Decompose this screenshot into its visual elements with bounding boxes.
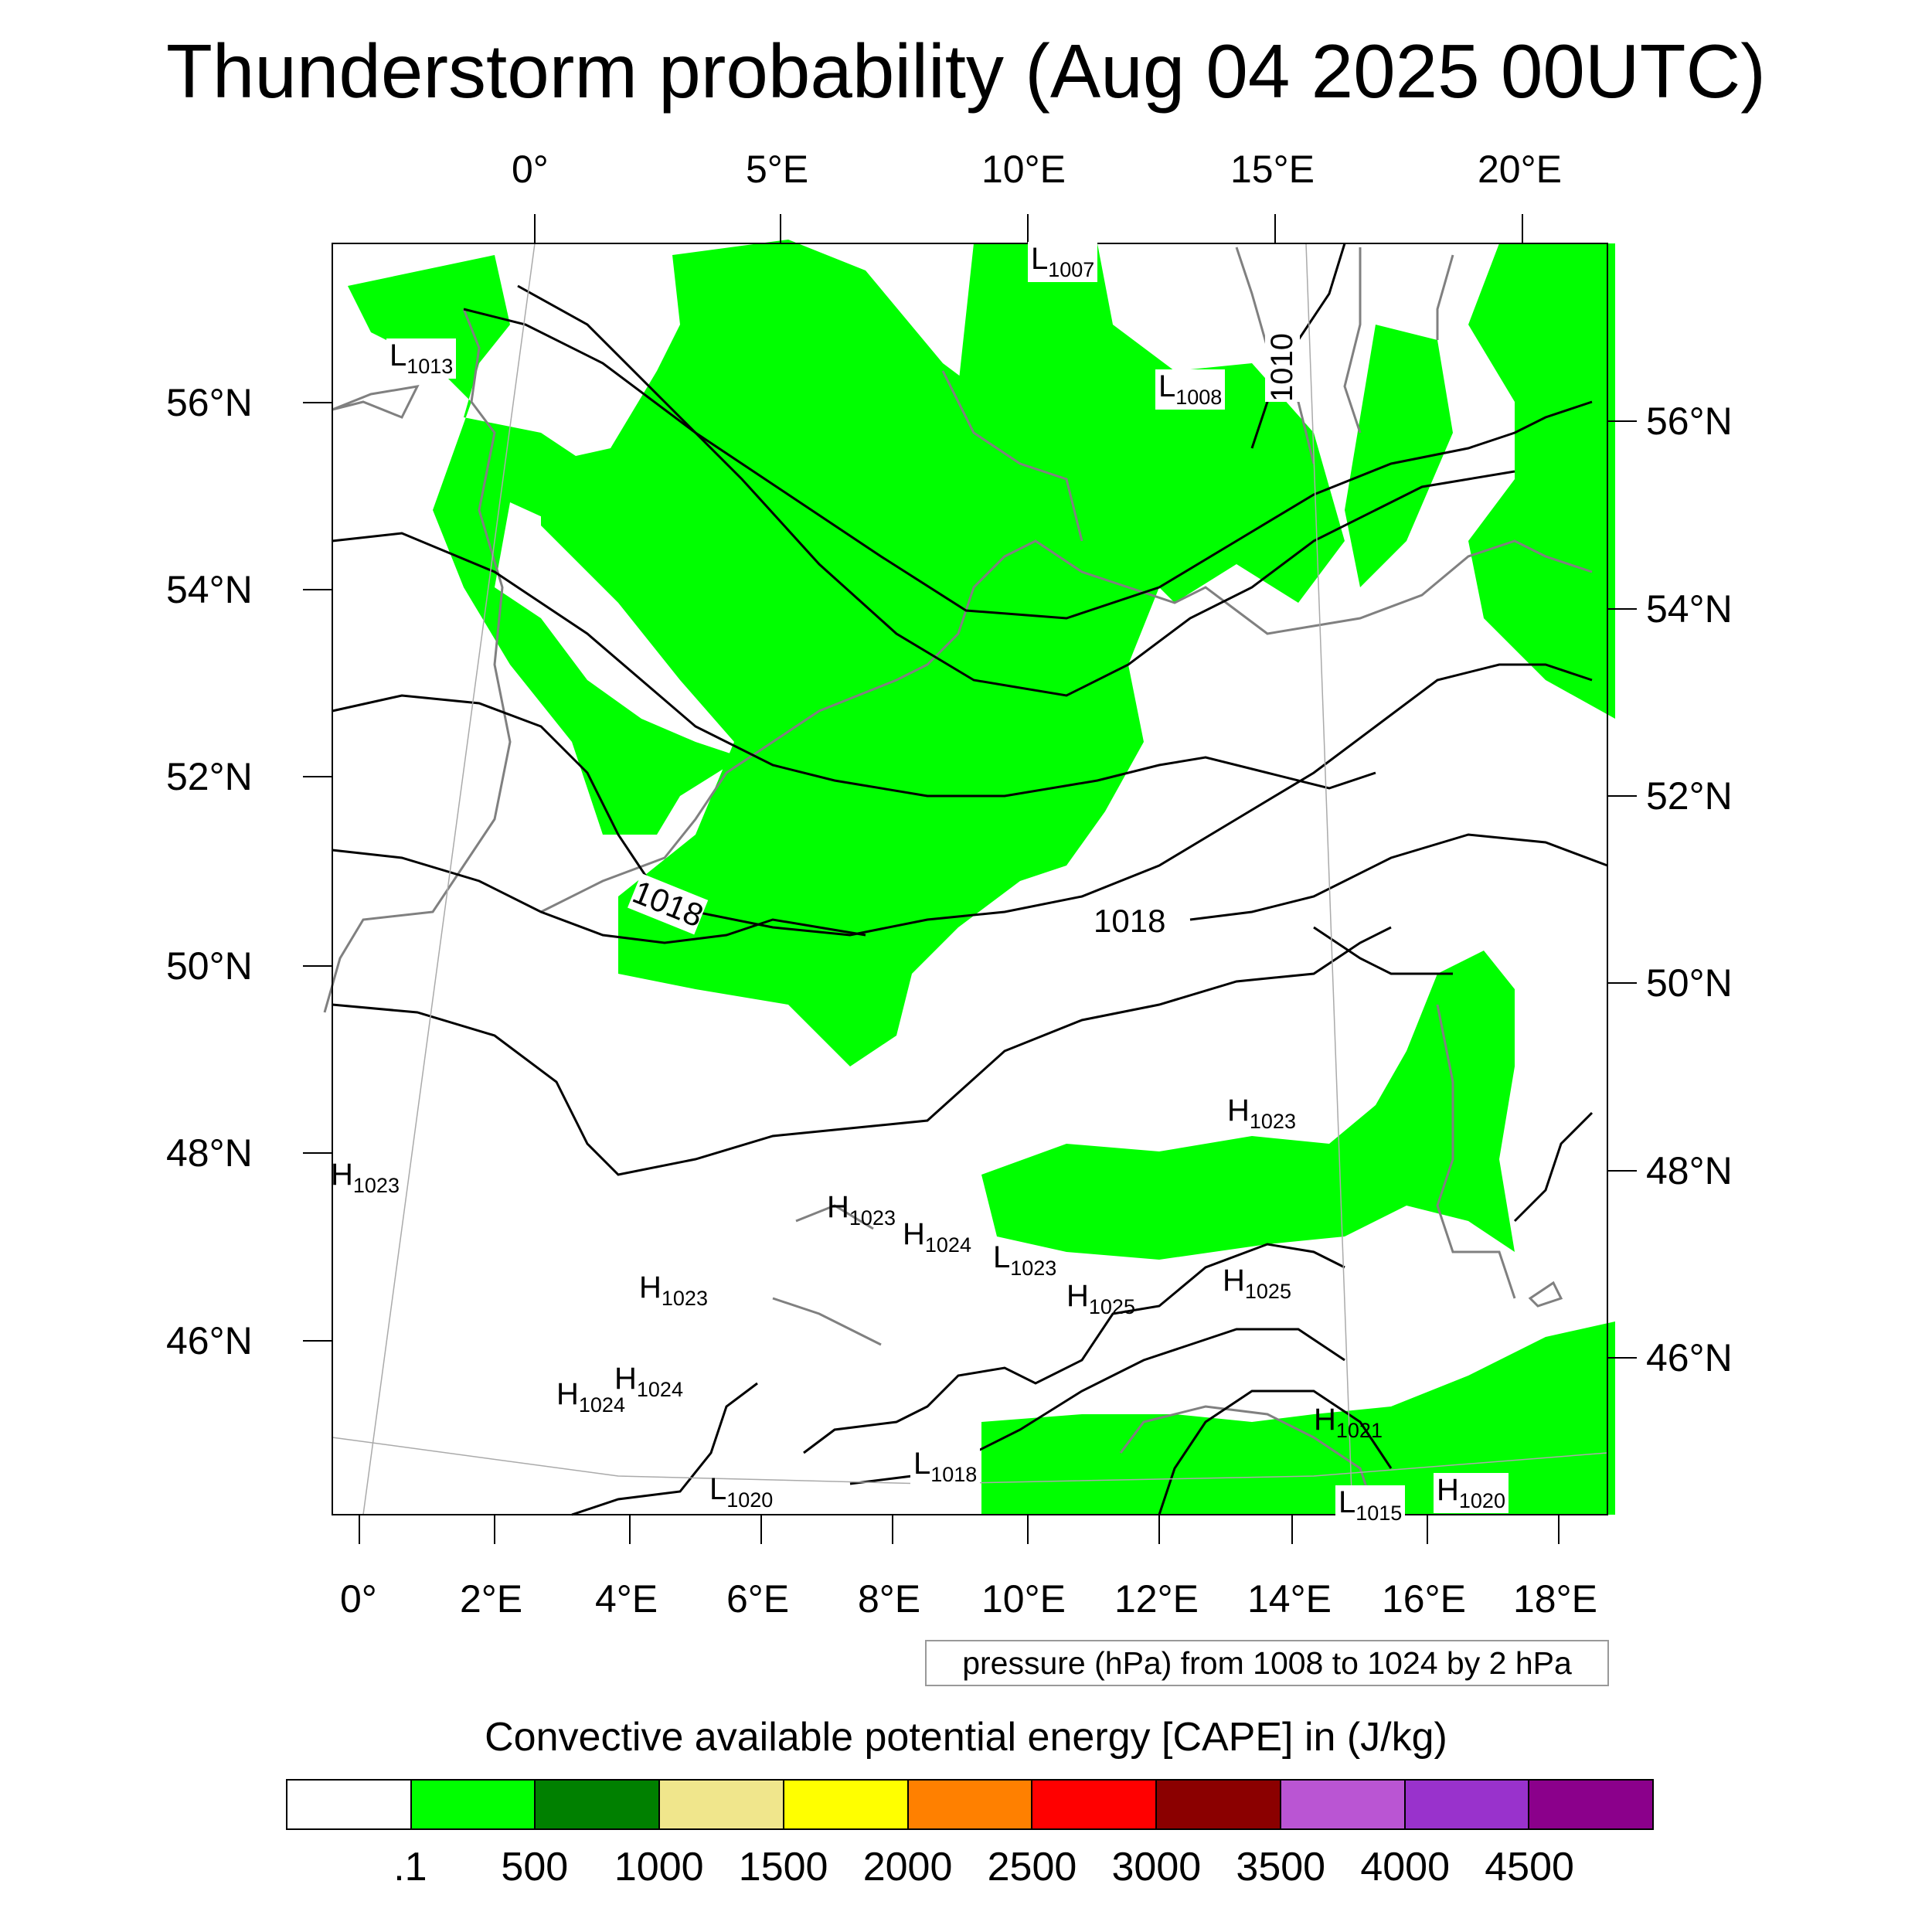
right-lat-label: 56°N xyxy=(1646,400,1733,443)
isobar-1 xyxy=(463,308,1593,620)
pressure-center-low: L1008 xyxy=(1155,369,1226,410)
pressure-center-low: L1007 xyxy=(1028,242,1098,282)
isobar-9 xyxy=(803,1243,1345,1454)
colorbar-swatch xyxy=(287,1781,412,1828)
colorbar-swatch xyxy=(1157,1781,1281,1828)
cape-fill-regions xyxy=(348,240,1615,1515)
colorbar-swatch xyxy=(1529,1781,1653,1828)
colorbar-swatch xyxy=(1281,1781,1406,1828)
colorbar-label: 4500 xyxy=(1485,1845,1574,1889)
colorbar-label: 1500 xyxy=(738,1845,828,1889)
colorbar-label: 3500 xyxy=(1236,1845,1326,1889)
pressure-center-high: H1023 xyxy=(827,1190,896,1230)
colorbar-swatch xyxy=(1032,1781,1158,1828)
pressure-center-high: H1025 xyxy=(1066,1279,1135,1318)
map-frame xyxy=(332,243,1608,1515)
pressure-center-high: H1023 xyxy=(331,1158,400,1197)
left-lat-label: 54°N xyxy=(166,568,253,611)
colorbar-label: 1000 xyxy=(614,1845,704,1889)
pressure-center-high: H1025 xyxy=(1223,1264,1291,1303)
isobar-6 xyxy=(1313,926,1453,975)
left-lat-label: 46°N xyxy=(166,1319,253,1362)
right-lat-label: 52°N xyxy=(1646,774,1733,818)
right-lat-label: 46°N xyxy=(1646,1336,1733,1379)
map-title: Thunderstorm probability (Aug 04 2025 00… xyxy=(166,29,1766,114)
left-lat-label: 50°N xyxy=(166,944,253,988)
colorbar-swatch xyxy=(411,1781,536,1828)
cape-region-east-mid xyxy=(1345,325,1453,587)
colorbar-swatch xyxy=(1405,1781,1530,1828)
colorbar-swatch xyxy=(536,1781,661,1828)
top-lon-label: 15°E xyxy=(1230,148,1315,191)
colorbar-label: 4000 xyxy=(1360,1845,1451,1889)
pressure-center-low: L1015 xyxy=(1335,1485,1406,1526)
coastlines xyxy=(323,247,1593,1515)
isobar-label: 1018 xyxy=(1094,903,1166,940)
cape-region-east-north xyxy=(1468,243,1615,719)
pressure-center-low: L1023 xyxy=(993,1240,1057,1280)
bottom-lon-label: 16°E xyxy=(1382,1577,1466,1621)
colorbar-label: 2000 xyxy=(862,1845,953,1889)
top-lon-label: 20°E xyxy=(1478,148,1562,191)
isobars xyxy=(332,243,1608,1516)
cape-region-north-sea xyxy=(348,255,742,835)
isobar-4 xyxy=(332,663,1593,937)
bottom-lon-label: 8°E xyxy=(858,1577,921,1621)
left-lat-label: 48°N xyxy=(166,1131,253,1175)
bottom-lon-label: 6°E xyxy=(726,1577,790,1621)
isobar-7 xyxy=(1513,1111,1594,1223)
pressure-center-low: L1020 xyxy=(709,1472,774,1512)
pressure-center-low: L1018 xyxy=(910,1447,981,1487)
isobar-label: 1010 xyxy=(1265,333,1300,402)
bottom-lon-label: 2°E xyxy=(460,1577,523,1621)
cape-region-baltic xyxy=(958,243,1345,603)
pressure-center-high: H1024 xyxy=(903,1217,971,1257)
bottom-lon-label: 14°E xyxy=(1247,1577,1332,1621)
right-lat-label: 48°N xyxy=(1646,1149,1733,1192)
pressure-center-high: H1024 xyxy=(614,1362,683,1401)
isobar-11 xyxy=(1158,1389,1393,1515)
top-lon-label: 5°E xyxy=(746,148,809,191)
cape-region-alps-north xyxy=(981,951,1515,1260)
isobar-3 xyxy=(332,532,1376,798)
pressure-center-high: H1020 xyxy=(1434,1473,1509,1513)
pressure-center-high: H1023 xyxy=(639,1270,708,1310)
colorbar-title: Convective available potential energy [C… xyxy=(485,1715,1447,1760)
bottom-lon-label: 10°E xyxy=(981,1577,1066,1621)
colorbar-swatch xyxy=(660,1781,784,1828)
pressure-center-high: H1021 xyxy=(1314,1403,1383,1442)
isobar-2 xyxy=(517,284,1515,697)
pressure-center-high: H1024 xyxy=(556,1377,625,1417)
colorbar-label: 2500 xyxy=(987,1845,1077,1889)
isobar-5 xyxy=(332,926,1392,1176)
right-lat-label: 54°N xyxy=(1646,587,1733,631)
colorbar-swatch xyxy=(784,1781,909,1828)
isobar-1018-a xyxy=(332,849,866,944)
pressure-center-low: L1013 xyxy=(386,338,457,379)
left-lat-label: 52°N xyxy=(166,755,253,798)
top-lon-label: 0° xyxy=(512,148,549,191)
bottom-lon-label: 18°E xyxy=(1513,1577,1597,1621)
isobar-8 xyxy=(571,1382,758,1516)
left-lat-label: 56°N xyxy=(166,381,253,424)
pressure-center-high: H1023 xyxy=(1227,1094,1296,1133)
tick-marks xyxy=(303,214,1637,1544)
colorbar-label: .1 xyxy=(393,1845,427,1889)
contour-info-box: pressure (hPa) from 1008 to 1024 by 2 hP… xyxy=(925,1640,1609,1686)
right-lat-label: 50°N xyxy=(1646,961,1733,1005)
isobar-1018-b xyxy=(1189,833,1608,921)
bottom-lon-label: 0° xyxy=(340,1577,377,1621)
colorbar-label: 500 xyxy=(501,1845,569,1889)
top-lon-label: 10°E xyxy=(981,148,1066,191)
colorbar xyxy=(286,1779,1654,1830)
cape-region-south xyxy=(981,1321,1615,1515)
bottom-lon-label: 4°E xyxy=(595,1577,658,1621)
colorbar-label: 3000 xyxy=(1111,1845,1202,1889)
colorbar-swatch xyxy=(908,1781,1033,1828)
bottom-lon-label: 12°E xyxy=(1114,1577,1199,1621)
